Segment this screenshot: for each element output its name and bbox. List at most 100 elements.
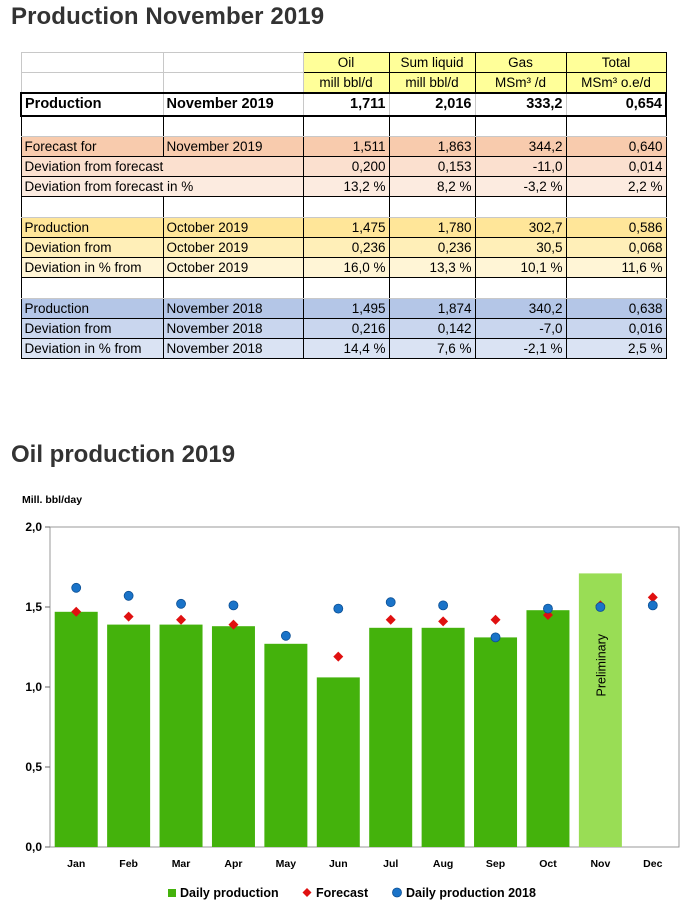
y-tick-label: 0,5: [25, 760, 42, 774]
cell: 13,2 %: [302, 176, 390, 197]
cell: 10,1 %: [474, 257, 567, 278]
row-period: October 2019: [162, 257, 304, 278]
row-label: Deviation in % from: [20, 257, 164, 278]
col-oil-unit: mill bbl/d: [302, 72, 390, 93]
table-row: Forecast for November 2019 1,511 1,863 3…: [20, 136, 667, 157]
cell: 16,0 %: [302, 257, 390, 278]
cell: -7,0: [474, 318, 567, 339]
legend-label-daily-production-2018: Daily production 2018: [406, 886, 536, 900]
cell: 30,5: [474, 237, 567, 258]
cell: 2,016: [388, 91, 476, 117]
cell: 1,475: [302, 217, 390, 238]
row-label: Deviation from: [20, 318, 164, 339]
x-tick-label: Nov: [590, 858, 610, 870]
legend-swatch-daily-production: [168, 889, 176, 897]
production-2018-point: [333, 603, 344, 614]
x-tick-label: Jun: [329, 858, 348, 870]
row-label: Production: [20, 298, 164, 319]
plot-area: [49, 526, 680, 848]
table-row: Deviation in % from November 2018 14,4 %…: [20, 338, 667, 359]
row-period: November 2018: [162, 338, 304, 359]
forecast-point: [228, 619, 239, 630]
table-row: Deviation from November 2018 0,216 0,142…: [20, 318, 667, 339]
bar-daily-production: [54, 611, 98, 847]
bar-daily-production: [211, 626, 255, 847]
cell: 2,2 %: [565, 176, 667, 197]
cell: 1,780: [388, 217, 476, 238]
legend-swatch-daily-production-2018: [392, 887, 402, 898]
bar-preliminary: [578, 573, 622, 847]
bar-daily-production: [316, 677, 360, 847]
production-2018-point: [647, 600, 658, 611]
production-table: Oil Sum liquid Gas Total mill bbl/d mill…: [20, 52, 667, 359]
cell: 0,200: [302, 156, 390, 177]
y-tick-label: 0,0: [25, 840, 42, 854]
production-2018-point: [71, 582, 82, 593]
row-period: November 2018: [162, 318, 304, 339]
cell: -3,2 %: [474, 176, 567, 197]
production-2018-point: [123, 590, 134, 601]
forecast-point: [385, 614, 396, 625]
production-2018-point: [490, 632, 501, 643]
production-2018-point: [228, 600, 239, 611]
cell: 302,7: [474, 217, 567, 238]
x-tick-label: Dec: [643, 858, 662, 870]
cell: 11,6 %: [565, 257, 667, 278]
production-2018-point: [595, 602, 606, 612]
x-tick-label: Aug: [433, 858, 453, 870]
legend-swatch-forecast: [302, 888, 312, 897]
x-tick-label: Jul: [383, 858, 398, 870]
row-label: Production: [20, 217, 164, 238]
production-row: Production November 2019 1,711 2,016 333…: [20, 91, 667, 117]
cell: 14,4 %: [302, 338, 390, 359]
table-row: Deviation from October 2019 0,236 0,236 …: [20, 237, 667, 258]
table-row: Deviation from forecast in % 13,2 % 8,2 …: [20, 176, 667, 197]
cell: 0,016: [565, 318, 667, 339]
cell: -11,0: [474, 156, 567, 177]
bar-daily-production: [421, 627, 465, 847]
spacer-row: [20, 196, 667, 218]
production-2018-point: [438, 600, 449, 611]
row-label: Deviation from forecast: [20, 156, 304, 177]
row-period: November 2019: [162, 91, 304, 117]
y-tick-label: 2,0: [25, 520, 42, 534]
cell: 8,2 %: [388, 176, 476, 197]
col-oil-name: Oil: [302, 52, 390, 73]
x-tick-label: Sep: [486, 858, 505, 870]
x-tick-label: May: [276, 858, 297, 870]
cell: -2,1 %: [474, 338, 567, 359]
cell: 1,495: [302, 298, 390, 319]
cell: 1,874: [388, 298, 476, 319]
cell: 344,2: [474, 136, 567, 157]
bar-daily-production: [159, 624, 203, 847]
spacer-row: [20, 277, 667, 299]
cell: 7,6 %: [388, 338, 476, 359]
table-row: Production October 2019 1,475 1,780 302,…: [20, 217, 667, 238]
x-tick-label: Oct: [539, 858, 557, 870]
header-row-names: Oil Sum liquid Gas Total: [20, 52, 667, 73]
bar-daily-production: [264, 643, 308, 847]
bar-daily-production: [369, 627, 413, 847]
cell: 13,3 %: [388, 257, 476, 278]
row-label: Production: [20, 91, 164, 117]
bar-daily-production: [526, 610, 570, 847]
production-2018-point: [385, 597, 396, 608]
row-period: October 2019: [162, 237, 304, 258]
cell: 0,216: [302, 318, 390, 339]
cell: 0,638: [565, 298, 667, 319]
cell: 1,511: [302, 136, 390, 157]
row-period: October 2019: [162, 217, 304, 238]
bar-daily-production: [474, 637, 518, 847]
cell: 0,586: [565, 217, 667, 238]
row-period: November 2019: [162, 136, 304, 157]
bar-daily-production: [107, 624, 151, 847]
row-label: Deviation from: [20, 237, 164, 258]
table-row: Deviation from forecast 0,200 0,153 -11,…: [20, 156, 667, 177]
row-label: Forecast for: [20, 136, 164, 157]
col-gas-name: Gas: [474, 52, 567, 73]
cell: 0,640: [565, 136, 667, 157]
row-label: Deviation from forecast in %: [20, 176, 304, 197]
cell: 333,2: [474, 91, 567, 117]
forecast-point: [333, 651, 344, 662]
production-2018-point: [543, 603, 553, 614]
